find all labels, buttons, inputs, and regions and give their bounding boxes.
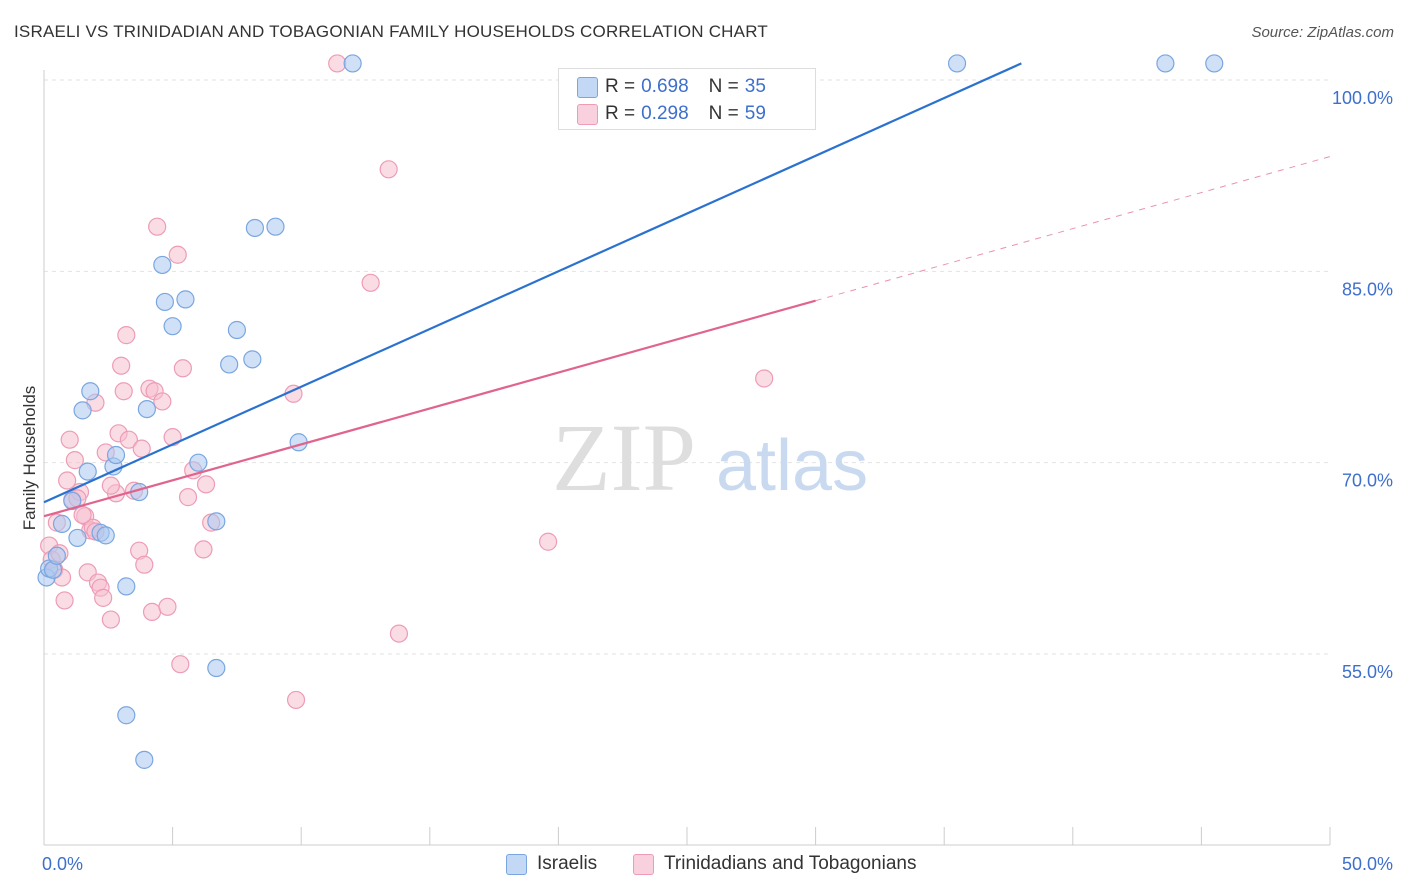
legend-swatch-israelis [577,77,598,98]
trinidadian-point [101,610,120,629]
legend-row-israelis: R = 0.698 N = 35 [577,75,766,99]
legend-item-trinidadians[interactable]: Trinidadians and Tobagonians [633,852,916,876]
trinidadian-point [58,471,77,490]
series-trinidadians-points [40,54,774,710]
trinidadian-point [142,602,162,622]
source-label: Source: ZipAtlas.com [1251,24,1394,41]
trinidadian-point [158,597,177,616]
trinidadian-point [65,451,84,470]
trinidadian-point [114,382,133,401]
trinidadian-point [539,532,558,551]
trinidadian-point [755,369,774,388]
trinidadian-point [168,245,187,264]
israeli-point [73,401,92,420]
israeli-point [68,528,87,548]
watermark-zip: ZIP [552,404,696,511]
trinidadian-point [112,356,131,375]
n-label: N = [708,103,739,124]
trinidadian-point [60,430,79,449]
trinidadian-point [286,690,306,710]
trinidadian-point [173,359,192,378]
legend-row-trinidadians: R = 0.298 N = 59 [577,102,766,126]
x-tick-label: 50.0% [1342,854,1393,874]
israeli-point [81,382,100,401]
series-israelis-points [37,54,1224,769]
israeli-point [153,255,172,275]
n-value: 59 [744,103,766,124]
r-label: R = [605,103,636,124]
israeli-point [52,514,72,533]
legend-stats: R = 0.698 N = 35 R = 0.298 N = 59 [558,68,816,130]
axes [43,70,1331,846]
israeli-point [243,350,262,369]
y-tick-label: 70.0% [1342,471,1393,491]
israeli-point [135,750,154,769]
israeli-point [227,320,246,340]
trinidadian-point [119,430,138,449]
legend-swatch-trinidadians [633,853,654,875]
watermark: ZIP atlas [552,404,868,511]
israeli-point [207,658,226,678]
trinidadian-point [135,555,154,574]
legend-swatch-trinidadians [577,104,598,125]
israeli-point [947,54,967,73]
trinidadian-point [171,655,190,674]
israeli-point [78,462,97,481]
legend-item-israelis[interactable]: Israelis [506,852,597,876]
israeli-point [289,433,308,452]
trend-lines [43,62,1331,518]
trinidadian-point [153,392,172,411]
trinidadian-point [94,588,113,607]
israeli-point [47,546,66,565]
trinidadian-point [73,505,92,525]
israeli-point [176,290,195,309]
watermark-atlas: atlas [716,426,868,506]
trinidadian-point [101,476,120,495]
israeli-point [163,317,182,336]
trinidadian-point [328,54,347,73]
israeli-point [137,399,156,419]
israeli-point [96,526,115,545]
israeli-point [155,292,174,312]
legend-label-israelis: Israelis [537,853,598,874]
r-label: R = [605,76,636,97]
r-value: 0.298 [641,103,689,124]
trinidadian-point [389,624,409,643]
n-label: N = [708,76,739,97]
trinidadian-point [361,273,380,292]
trinidadians-trend-line [43,299,816,518]
trinidadian-point [117,326,136,345]
israeli-point [343,54,362,73]
x-tick-label: 0.0% [42,854,83,874]
trinidadians-trend-extension [815,156,1331,302]
y-tick-label: 55.0% [1342,662,1393,682]
trinidadian-point [163,428,182,447]
y-tick-label: 85.0% [1342,279,1393,299]
chart-title: ISRAELI VS TRINIDADIAN AND TOBAGONIAN FA… [14,22,768,41]
trinidadian-point [194,540,213,559]
n-value: 35 [744,76,766,97]
trinidadian-point [379,160,398,179]
israelis-trend-line [43,62,1022,504]
r-value: 0.698 [641,76,689,97]
israeli-point [189,453,208,472]
israeli-point [117,577,136,596]
israeli-point [207,512,226,531]
tick-labels: 55.0% 70.0% 85.0% 100.0% 0.0% 50.0% [42,88,1393,874]
trinidadian-point [196,475,216,494]
trinidadian-point [55,591,74,610]
y-tick-label: 100.0% [1332,88,1393,108]
legend-swatch-israelis [506,853,527,875]
israeli-point [220,355,239,374]
israeli-point [117,706,136,725]
israeli-point [245,218,265,238]
trinidadian-point [178,488,198,507]
legend-label-trinidadians: Trinidadians and Tobagonians [664,853,917,874]
trinidadian-point [148,217,167,236]
israeli-point [106,445,126,465]
israeli-point [266,217,285,236]
israeli-point [1205,54,1224,73]
israeli-point [1156,54,1175,73]
